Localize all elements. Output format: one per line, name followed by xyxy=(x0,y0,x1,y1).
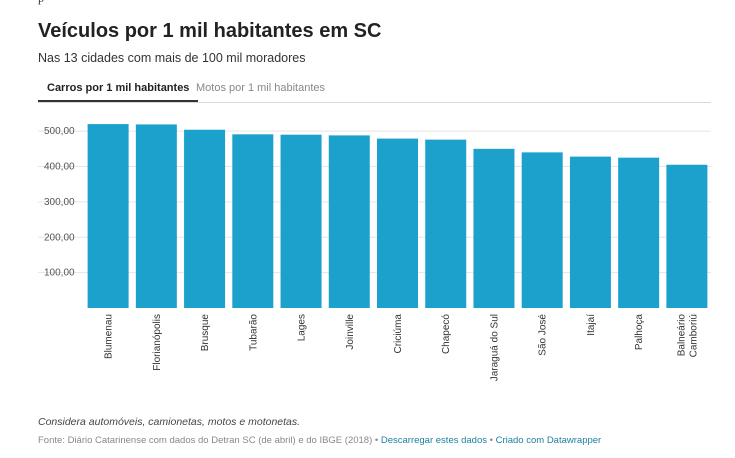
tab-motorcycles-per-thousand[interactable]: Motos por 1 mil habitantes xyxy=(196,82,326,94)
bar-chart: 100,00 200,00 300,00 400,00 500,00 Blumenau Fl… xyxy=(38,124,711,381)
x-tick-label: Criciúma xyxy=(393,314,404,354)
bar xyxy=(521,152,563,308)
source-text: Fonte: Diário Catarinense com dados do D… xyxy=(38,435,373,446)
tab-cars-per-thousand[interactable]: Carros por 1 mil habitantes xyxy=(38,78,199,102)
bar xyxy=(377,138,418,308)
x-tick-label: Balneário xyxy=(676,314,687,357)
x-tick-label: Palhoça xyxy=(634,314,645,351)
x-tick-label: Camboriú xyxy=(688,314,699,357)
bar xyxy=(618,157,660,308)
bar xyxy=(135,124,177,308)
bar xyxy=(666,164,708,308)
chart-note: Considera automóveis, camionetas, motos … xyxy=(38,416,301,428)
download-data-link[interactable]: Descarregar estes dados xyxy=(380,435,487,446)
footer-separator: • xyxy=(372,435,381,446)
bar xyxy=(425,139,467,308)
datawrapper-link[interactable]: Criado com Datawrapper xyxy=(495,435,602,446)
x-tick-label: São José xyxy=(538,314,549,356)
x-tick-label: Itajaí xyxy=(586,314,597,336)
x-tick-label: Lages xyxy=(297,314,308,341)
tab-bar: Carros por 1 mil habitantes Motos por 1 … xyxy=(38,78,711,103)
y-tick-label: 200,00 xyxy=(44,232,75,243)
cropped-text-fragment: p xyxy=(38,0,44,6)
chart-footer: Fonte: Diário Catarinense com dados do D… xyxy=(38,435,601,446)
bar xyxy=(232,134,274,308)
x-tick-label: Chapecó xyxy=(441,314,452,354)
x-tick-label: Florianópolis xyxy=(152,314,163,371)
x-tick-label: Jaraguá do Sul xyxy=(489,314,500,381)
bar xyxy=(184,129,226,308)
bar xyxy=(328,135,370,308)
bar xyxy=(280,134,322,308)
y-tick-label: 500,00 xyxy=(44,126,75,137)
y-tick-label: 400,00 xyxy=(44,162,75,173)
y-tick-label: 300,00 xyxy=(44,197,75,208)
footer-separator: • xyxy=(487,435,496,446)
x-tick-label: Joinville xyxy=(345,314,356,350)
bar xyxy=(569,156,611,308)
y-tick-label: 100,00 xyxy=(44,268,75,279)
x-tick-label: Blumenau xyxy=(104,314,115,359)
bar xyxy=(473,148,515,308)
chart-title: Veículos por 1 mil habitantes em SC xyxy=(38,20,382,42)
x-tick-label: Tubarão xyxy=(248,314,259,351)
chart-subtitle: Nas 13 cidades com mais de 100 mil morad… xyxy=(38,51,306,65)
bar xyxy=(87,124,129,308)
x-tick-label: Brusque xyxy=(200,314,211,352)
